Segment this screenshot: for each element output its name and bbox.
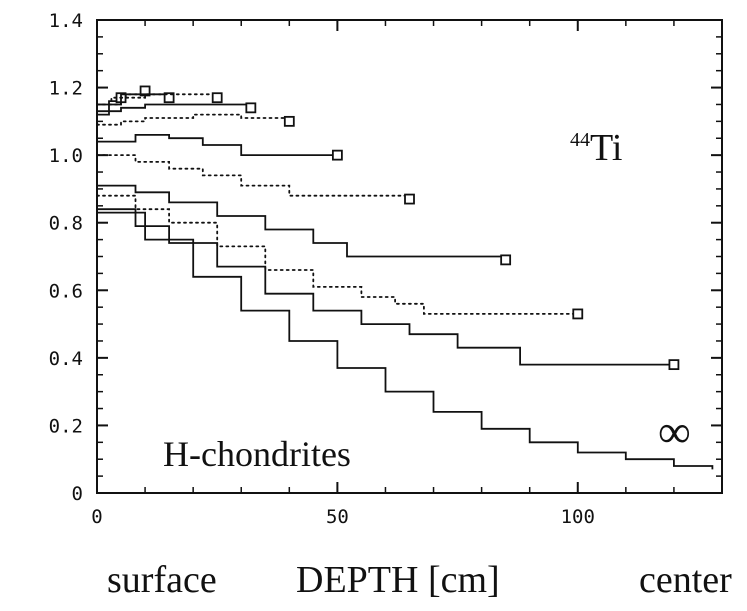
series-line-11 — [97, 208, 674, 366]
series-end-marker-9 — [500, 254, 512, 266]
series-line-10 — [96, 194, 579, 315]
series-end-marker-3 — [163, 92, 175, 104]
tick-labels: 0 0.2 0.4 0.6 0.8 1.0 1.2 1.4 0 50 100 — [49, 10, 595, 528]
infinity-label: ∞ — [658, 406, 691, 457]
y-tick-label: 1.2 — [49, 78, 83, 100]
series-line-5 — [97, 103, 252, 113]
axis-ticks — [96, 19, 722, 494]
series-end-marker-8 — [404, 193, 415, 205]
x-axis-center-label: center — [639, 559, 732, 601]
x-tick-label: 50 — [326, 506, 349, 528]
x-axis-title: DEPTH [cm] — [296, 559, 500, 601]
series-end-marker-10 — [572, 308, 584, 320]
series-layer — [96, 85, 714, 470]
isotope-label: 44Ti — [570, 127, 622, 169]
x-axis-surface-label: surface — [107, 559, 217, 601]
series-line-4 — [96, 93, 219, 106]
series-line-6 — [96, 113, 291, 126]
y-tick-label: 1.0 — [49, 145, 83, 167]
x-tick-label: 100 — [561, 506, 595, 528]
isotope-symbol: Ti — [590, 127, 622, 169]
class-label: H-chondrites — [163, 434, 351, 474]
series-end-marker-6 — [283, 115, 295, 127]
series-end-marker-7 — [331, 149, 343, 161]
y-tick-label: 1.4 — [49, 10, 83, 32]
series-line-9 — [97, 184, 507, 260]
y-tick-label: 0.2 — [49, 415, 83, 437]
series-end-marker-5 — [245, 102, 257, 114]
series-line-7 — [97, 134, 338, 156]
series-end-marker-11 — [668, 359, 680, 371]
y-tick-label: 0.4 — [49, 348, 83, 370]
y-tick-label: 0 — [72, 483, 83, 505]
series-end-marker-2 — [139, 85, 151, 97]
series-line-3 — [97, 93, 170, 106]
y-tick-label: 0.8 — [49, 213, 83, 235]
series-line-8 — [96, 154, 411, 200]
isotope-mass: 44 — [570, 129, 590, 151]
y-tick-label: 0.6 — [49, 280, 83, 302]
series-line-12 — [97, 211, 714, 470]
series-end-marker-4 — [211, 92, 223, 104]
x-tick-label: 0 — [91, 506, 102, 528]
